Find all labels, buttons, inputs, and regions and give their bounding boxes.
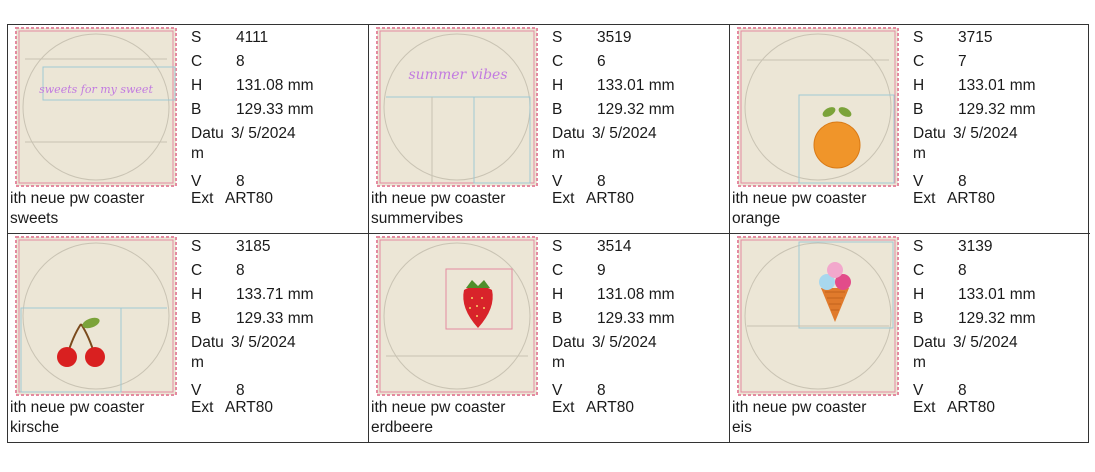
design-name: ith neue pw coaster	[371, 399, 506, 416]
design-name: ith neue pw coaster	[10, 190, 145, 207]
ice-cream-icon	[819, 262, 851, 322]
design-thumbnail-erdbeere	[376, 236, 538, 396]
design-width: 129.32 mm	[958, 310, 1036, 327]
design-height: 131.08 mm	[597, 286, 675, 303]
design-thumbnail-summervibes: summer vibes	[376, 27, 538, 187]
stitch-count: 3139	[958, 238, 993, 255]
design-date: 3/ 5/2024	[592, 334, 657, 351]
design-height: 133.01 mm	[958, 286, 1036, 303]
design-width: 129.33 mm	[236, 310, 314, 327]
design-thumbnail-eis	[737, 236, 899, 396]
cherry-icon	[57, 317, 105, 367]
design-date: 3/ 5/2024	[231, 334, 296, 351]
stitch-count: 3514	[597, 238, 632, 255]
design-variant: sweets	[10, 210, 59, 227]
design-extension: Ext ART80	[913, 399, 995, 416]
design-thumbnail-orange	[737, 27, 899, 187]
motif-text-sweets: sweets for my sweet	[39, 83, 153, 96]
design-extension: Ext ART80	[552, 190, 634, 207]
color-count: 8	[236, 53, 245, 70]
design-name: ith neue pw coaster	[371, 190, 506, 207]
design-version: 8	[597, 382, 606, 399]
design-date: 3/ 5/2024	[953, 125, 1018, 142]
design-width: 129.32 mm	[958, 101, 1036, 118]
design-variant: eis	[732, 419, 752, 436]
design-version: 8	[236, 382, 245, 399]
design-variant: kirsche	[10, 419, 60, 436]
motif-text-summervibes: summer vibes	[409, 67, 508, 83]
design-width: 129.33 mm	[597, 310, 675, 327]
design-height: 133.01 mm	[597, 77, 675, 94]
design-version: 8	[958, 382, 967, 399]
design-variant: summervibes	[371, 210, 464, 227]
design-caption-summervibes: ith neue pw coaster summervibes	[371, 189, 505, 229]
design-caption-eis: ith neue pw coaster eis	[732, 398, 866, 438]
stitch-count: 3519	[597, 29, 632, 46]
color-count: 8	[958, 262, 967, 279]
design-extension: Ext ART80	[552, 399, 634, 416]
design-date: 3/ 5/2024	[953, 334, 1018, 351]
design-date: 3/ 5/2024	[231, 125, 296, 142]
design-name: ith neue pw coaster	[10, 399, 145, 416]
stitch-count: 4111	[236, 29, 269, 46]
design-extension: Ext ART80	[191, 190, 273, 207]
design-caption-sweets: ith neue pw coaster sweets	[10, 189, 144, 229]
strawberry-icon	[463, 280, 493, 328]
orange-icon	[813, 107, 861, 169]
color-count: 7	[958, 53, 967, 70]
design-version: 8	[597, 173, 606, 190]
design-width: 129.32 mm	[597, 101, 675, 118]
design-date: 3/ 5/2024	[592, 125, 657, 142]
design-version: 8	[958, 173, 967, 190]
stitch-count: 3715	[958, 29, 993, 46]
design-name: ith neue pw coaster	[732, 190, 867, 207]
design-width: 129.33 mm	[236, 101, 314, 118]
design-name: ith neue pw coaster	[732, 399, 867, 416]
design-thumbnail-sweets: sweets for my sweet	[15, 27, 177, 187]
design-height: 133.01 mm	[958, 77, 1036, 94]
design-variant: erdbeere	[371, 419, 434, 436]
design-thumbnail-kirsche	[15, 236, 177, 396]
design-version: 8	[236, 173, 245, 190]
design-height: 131.08 mm	[236, 77, 314, 94]
design-extension: Ext ART80	[913, 190, 995, 207]
color-count: 9	[597, 262, 606, 279]
design-caption-orange: ith neue pw coaster orange	[732, 189, 866, 229]
stitch-count: 3185	[236, 238, 271, 255]
color-count: 6	[597, 53, 606, 70]
design-caption-kirsche: ith neue pw coaster kirsche	[10, 398, 144, 438]
design-height: 133.71 mm	[236, 286, 314, 303]
design-variant: orange	[732, 210, 781, 227]
color-count: 8	[236, 262, 245, 279]
design-caption-erdbeere: ith neue pw coaster erdbeere	[371, 398, 505, 438]
design-extension: Ext ART80	[191, 399, 273, 416]
